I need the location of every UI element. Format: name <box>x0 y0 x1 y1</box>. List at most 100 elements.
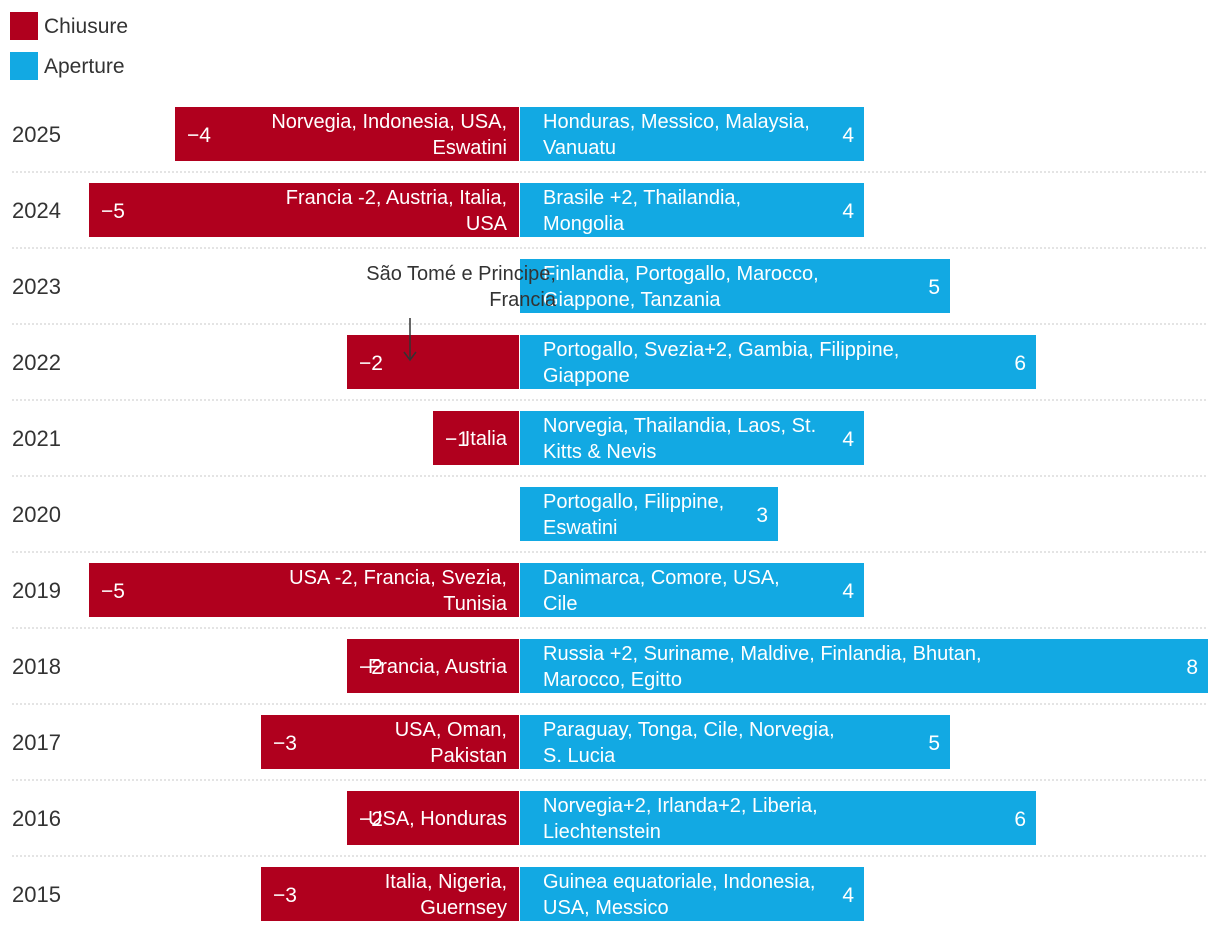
closures-countries-label: USA -2, Francia, Svezia, <box>289 567 507 589</box>
closures-value-label: −2 <box>359 352 383 375</box>
openings-bar <box>520 183 864 237</box>
closures-bar <box>433 411 519 465</box>
legend: Chiusure Aperture <box>10 12 128 80</box>
closures-bar <box>347 335 519 389</box>
year-label: 2018 <box>12 654 61 679</box>
annotation-label: São Tomé e Principe, <box>366 263 556 285</box>
row-2019: 2019 −5 USA -2, Francia, Svezia, Tunisia 4 Da… <box>12 563 864 617</box>
openings-bar <box>520 487 778 541</box>
closures-bar <box>347 639 519 693</box>
row-2022: 2022 −2 6 Portogallo, Svezia+2, Gambia, Fil… <box>12 335 1036 389</box>
year-label: 2021 <box>12 426 61 451</box>
openings-countries-label: Eswatini <box>543 517 617 539</box>
closures-value-label: −5 <box>101 200 125 223</box>
closures-countries-label: Italia, Nigeria, <box>385 871 507 893</box>
openings-countries-label: Portogallo, Svezia+2, Gambia, Filippine, <box>543 339 899 361</box>
openings-bar <box>520 791 1036 845</box>
closures-value-label: −3 <box>273 884 297 907</box>
closures-value-label: −3 <box>273 732 297 755</box>
openings-value-label: 4 <box>842 884 854 907</box>
openings-value-label: 6 <box>1014 352 1026 375</box>
openings-bar <box>520 411 864 465</box>
closures-countries-label: Italia <box>465 428 508 450</box>
closures-countries-label: Eswatini <box>433 137 507 159</box>
openings-countries-label: Cile <box>543 593 577 615</box>
openings-countries-label: Giappone, Tanzania <box>543 289 721 311</box>
year-label: 2025 <box>12 122 61 147</box>
openings-bar <box>520 563 864 617</box>
openings-countries-label: Honduras, Messico, Malaysia, <box>543 111 810 133</box>
closures-countries-label: Francia -2, Austria, Italia, <box>286 187 507 209</box>
year-label: 2024 <box>12 198 61 223</box>
openings-bar <box>520 715 950 769</box>
openings-value-label: 5 <box>928 732 940 755</box>
closures-countries-label: Pakistan <box>430 745 507 767</box>
openings-countries-label: Vanuatu <box>543 137 616 159</box>
closures-value-label: −4 <box>187 124 211 147</box>
year-label: 2016 <box>12 806 61 831</box>
closures-countries-label: USA, Oman, <box>395 719 507 741</box>
annotations: São Tomé e Principe, Francia <box>366 263 557 362</box>
openings-value-label: 5 <box>928 276 940 299</box>
year-label: 2017 <box>12 730 61 755</box>
legend-label-openings: Aperture <box>44 55 125 78</box>
row-2025: 2025 −4 Norvegia, Indonesia, USA, Eswatini 4… <box>12 107 864 161</box>
chart-rows: 2025 −4 Norvegia, Indonesia, USA, Eswatini 4… <box>12 107 1208 921</box>
legend-swatch-closures <box>10 12 38 40</box>
closures-bar <box>89 183 519 237</box>
openings-countries-label: Finlandia, Portogallo, Marocco, <box>543 263 819 285</box>
year-label: 2020 <box>12 502 61 527</box>
openings-value-label: 4 <box>842 124 854 147</box>
openings-countries-label: Norvegia, Thailandia, Laos, St. <box>543 415 816 437</box>
openings-countries-label: Brasile +2, Thailandia, <box>543 187 741 209</box>
row-2015: 2015 −3 Italia, Nigeria, Guernsey 4 Guinea eq… <box>12 867 864 921</box>
closures-bar <box>89 563 519 617</box>
row-2017: 2017 −3 USA, Oman, Pakistan 5 Paraguay, Tonga… <box>12 715 950 769</box>
openings-value-label: 4 <box>842 428 854 451</box>
openings-value-label: 8 <box>1186 656 1198 679</box>
closures-value-label: −1 <box>445 428 469 451</box>
openings-countries-label: S. Lucia <box>543 745 616 767</box>
openings-value-label: 3 <box>756 504 768 527</box>
openings-countries-label: Danimarca, Comore, USA, <box>543 567 780 589</box>
year-label: 2022 <box>12 350 61 375</box>
openings-value-label: 6 <box>1014 808 1026 831</box>
openings-bar <box>520 639 1208 693</box>
gridlines <box>12 171 1208 857</box>
closures-bar <box>261 867 519 921</box>
closures-countries-label: USA, Honduras <box>368 808 507 830</box>
year-label: 2015 <box>12 882 61 907</box>
annotation-label: Francia <box>489 289 557 311</box>
legend-label-closures: Chiusure <box>44 15 128 38</box>
annotation-arrow-head <box>403 351 417 362</box>
openings-bar <box>520 335 1036 389</box>
openings-bar <box>520 867 864 921</box>
openings-countries-label: Guinea equatoriale, Indonesia, <box>543 871 815 893</box>
openings-value-label: 4 <box>842 200 854 223</box>
year-label: 2019 <box>12 578 61 603</box>
legend-swatch-openings <box>10 52 38 80</box>
year-label: 2023 <box>12 274 61 299</box>
closures-countries-label: Tunisia <box>443 593 508 615</box>
openings-countries-label: Paraguay, Tonga, Cile, Norvegia, <box>543 719 835 741</box>
openings-countries-label: Russia +2, Suriname, Maldive, Finlandia,… <box>543 643 982 665</box>
openings-countries-label: Giappone <box>543 365 630 387</box>
closures-value-label: −2 <box>359 656 383 679</box>
openings-bar <box>520 107 864 161</box>
closures-bar <box>261 715 519 769</box>
row-2020: 2020 3 Portogallo, Filippine, Eswatini <box>12 487 778 541</box>
closures-countries-label: USA <box>466 213 508 235</box>
openings-countries-label: Marocco, Egitto <box>543 669 682 691</box>
annotation-2022: São Tomé e Principe, Francia <box>366 263 557 362</box>
closures-bar <box>175 107 519 161</box>
closures-countries-label: Norvegia, Indonesia, USA, <box>271 111 507 133</box>
closures-value-label: −5 <box>101 580 125 603</box>
closures-countries-label: Francia, Austria <box>368 656 508 678</box>
openings-countries-label: Kitts & Nevis <box>543 441 656 463</box>
openings-countries-label: Norvegia+2, Irlanda+2, Liberia, <box>543 795 818 817</box>
openings-countries-label: USA, Messico <box>543 897 669 919</box>
openings-countries-label: Liechtenstein <box>543 821 661 843</box>
